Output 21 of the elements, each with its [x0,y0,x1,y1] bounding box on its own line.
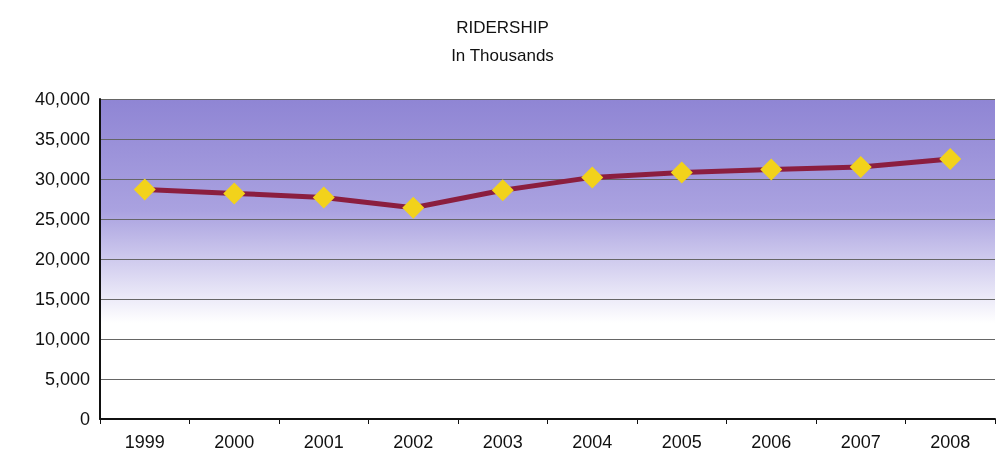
y-tick-label: 20,000 [34,249,90,269]
x-tick-label: 2001 [303,432,344,452]
x-tick-label: 2004 [572,432,613,452]
x-tick-label: 2008 [930,432,971,452]
y-tick-label: 30,000 [34,169,90,189]
x-tick-label: 2003 [482,432,523,452]
chart-subtitle: In Thousands [451,46,554,65]
y-tick-label: 0 [79,409,90,429]
x-tick-label: 2005 [661,432,702,452]
y-tick-label: 25,000 [34,209,90,229]
x-tick-label: 2006 [751,432,792,452]
x-tick-label: 2000 [214,432,255,452]
chart-title: RIDERSHIP [456,18,549,37]
y-tick-label: 10,000 [34,329,90,349]
y-tick-label: 15,000 [34,289,90,309]
y-tick-label: 5,000 [44,369,90,389]
x-tick-label: 1999 [124,432,165,452]
x-tick-label: 2002 [393,432,434,452]
y-tick-label: 40,000 [34,89,90,109]
x-tick-label: 2007 [840,432,881,452]
y-tick-label: 35,000 [34,129,90,149]
